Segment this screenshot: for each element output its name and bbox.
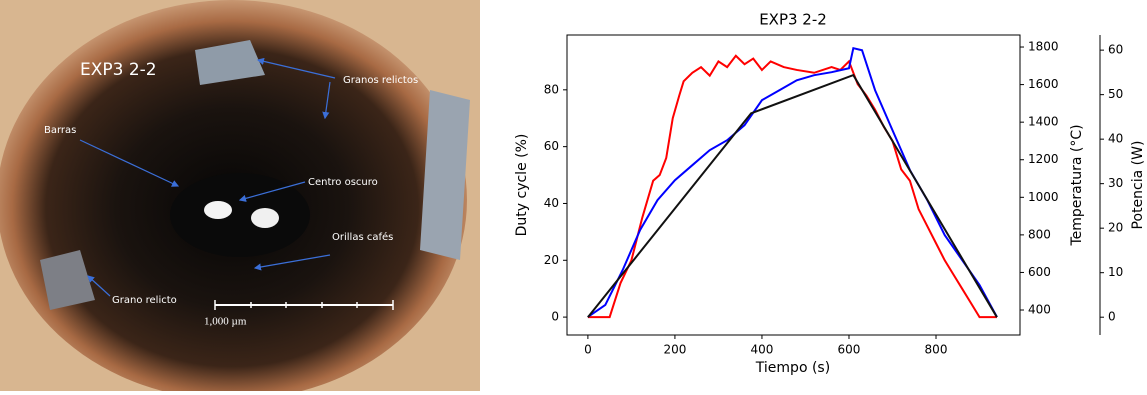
- y-tick-label: 80: [544, 82, 559, 96]
- chart-title: EXP3 2-2: [759, 11, 827, 29]
- x-tick-label: 800: [925, 343, 948, 357]
- y2-tick-label: 600: [1028, 265, 1051, 279]
- photo-label: Centro oscuro: [308, 177, 378, 188]
- y-tick-label: 40: [544, 196, 559, 210]
- y2-tick-label: 1200: [1028, 152, 1059, 166]
- y-tick-label: 0: [551, 310, 559, 324]
- photo-label: Grano relicto: [112, 295, 177, 306]
- y3-tick-label: 10: [1108, 265, 1123, 279]
- y2-tick-label: 400: [1028, 303, 1051, 317]
- y-tick-label: 20: [544, 253, 559, 267]
- x-tick-label: 600: [838, 343, 861, 357]
- photo-label: Granos relictos: [343, 75, 418, 86]
- photo: EXP3 2-2 Granos relictos Barras Centro o…: [0, 0, 480, 395]
- x-tick-label: 400: [750, 343, 773, 357]
- y2-tick-label: 800: [1028, 227, 1051, 241]
- series-line: [587, 73, 998, 318]
- y2-tick-label: 1800: [1028, 40, 1059, 54]
- y2-tick-label: 1400: [1028, 115, 1059, 129]
- y3-tick-label: 20: [1108, 221, 1123, 235]
- y3-tick-label: 60: [1108, 43, 1123, 57]
- y3-tick-label: 40: [1108, 132, 1123, 146]
- y2-tick-label: 1000: [1028, 190, 1059, 204]
- y-axis-label: Duty cycle (%): [514, 134, 530, 237]
- y2-axis-label: Temperatura (°C): [1069, 124, 1085, 246]
- y-tick-label: 60: [544, 139, 559, 153]
- photo-label: EXP3 2-2: [80, 60, 157, 80]
- y2-tick-label: 1600: [1028, 77, 1059, 91]
- y3-axis-label: Potencia (W): [1130, 141, 1146, 230]
- x-tick-label: 0: [584, 343, 592, 357]
- photo-label: Orillas cafés: [332, 231, 393, 243]
- series-line: [587, 46, 998, 318]
- y3-tick-label: 0: [1108, 310, 1116, 324]
- y3-tick-label: 50: [1108, 87, 1123, 101]
- scale-bar-label: 1,000 µm: [204, 316, 247, 328]
- series-line: [587, 54, 997, 319]
- x-tick-label: 200: [663, 343, 686, 357]
- x-axis-label: Tiempo (s): [755, 360, 830, 376]
- y3-tick-label: 30: [1108, 176, 1123, 190]
- plot-frame: [566, 34, 1021, 336]
- photo-label: Barras: [44, 125, 76, 136]
